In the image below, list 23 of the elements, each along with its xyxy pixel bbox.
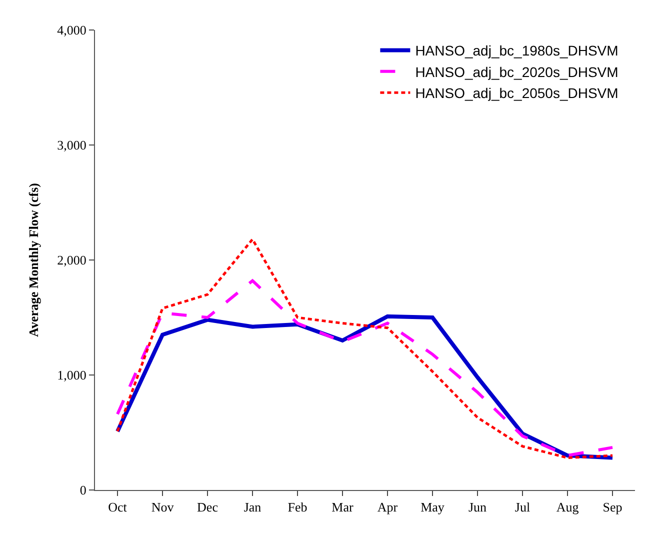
legend-label: HANSO_adj_bc_1980s_DHSVM [415,42,618,59]
x-tick-label: Jan [244,500,262,515]
x-tick-label: May [420,500,445,515]
x-tick-label: Nov [151,500,174,515]
y-axis-title: Average Monthly Flow (cfs) [26,183,42,337]
y-tick-label: 3,000 [57,138,86,153]
x-tick-label: Feb [288,500,308,515]
y-tick-label: 4,000 [57,22,86,38]
line-series [116,238,614,460]
x-tick-label: Apr [377,500,398,515]
y-tick-label: 0 [80,482,86,498]
line-series [116,279,614,457]
legend-label: HANSO_adj_bc_2050s_DHSVM [415,85,618,102]
legend-label: HANSO_adj_bc_2020s_DHSVM [415,64,618,80]
x-tick-label: Sep [602,500,622,515]
x-tick-label: Aug [556,500,580,515]
x-tick-label: Mar [332,500,354,515]
x-tick-label: Dec [197,500,218,515]
x-tick-label: Oct [108,500,128,515]
y-tick-label: 1,000 [57,368,86,383]
x-tick-label: Jun [468,500,488,515]
y-tick-label: 2,000 [57,252,86,268]
x-tick-label: Jul [514,500,530,515]
